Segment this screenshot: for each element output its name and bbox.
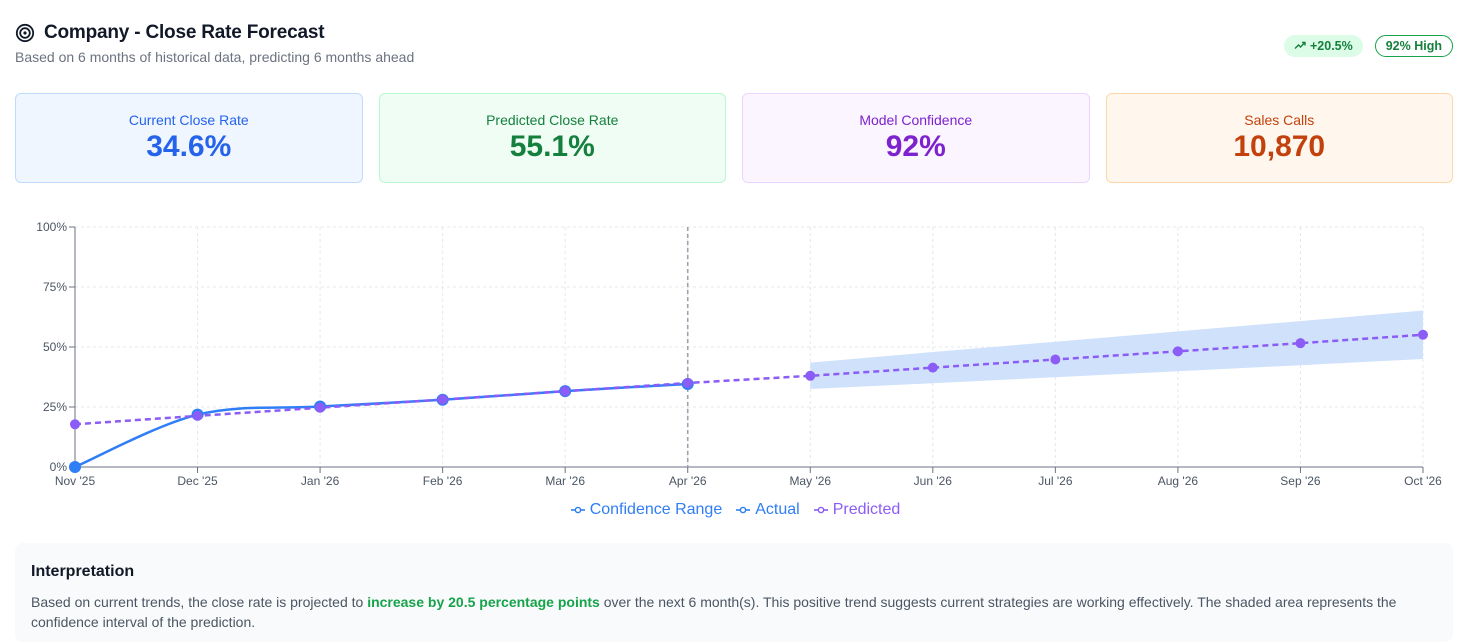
trend-badge-label: +20.5%	[1309, 39, 1353, 53]
confidence-badge: 92% High	[1374, 35, 1453, 57]
target-icon	[15, 23, 35, 43]
x-tick-label: Sep '26	[1280, 474, 1321, 488]
x-tick-label: Oct '26	[1404, 474, 1442, 488]
y-tick-label: 75%	[43, 280, 67, 294]
y-tick-label: 100%	[36, 220, 67, 234]
x-tick-label: Feb '26	[423, 474, 463, 488]
interpretation-highlight: increase by 20.5 percentage points	[367, 594, 600, 610]
actual-series-line	[74, 382, 688, 469]
card-value: 10,870	[1233, 130, 1326, 163]
predicted-point	[70, 419, 80, 430]
trending-up-icon	[1294, 39, 1306, 53]
x-tick-label: Apr '26	[669, 474, 707, 488]
interpretation-text: Based on current trends, the close rate …	[31, 592, 1437, 632]
interpretation-panel: Interpretation Based on current trends, …	[15, 543, 1453, 642]
legend-item-actual[interactable]: Actual	[736, 501, 800, 519]
predicted-point	[1172, 346, 1183, 357]
interpretation-title: Interpretation	[31, 563, 135, 580]
actual-point	[69, 461, 81, 473]
interpretation-text-start: Based on current trends, the close rate …	[31, 594, 368, 610]
predicted-point	[927, 362, 938, 373]
predicted-point	[682, 378, 693, 388]
legend-label: Actual	[755, 501, 800, 518]
x-tick-label: Dec '25	[177, 474, 218, 488]
x-tick-label: Jul '26	[1038, 474, 1073, 488]
legend-label: Confidence Range	[589, 501, 723, 518]
current-close-rate-card: Current Close Rate 34.6%	[15, 93, 363, 183]
x-tick-label: Aug '26	[1158, 474, 1199, 488]
x-tick-label: Nov '25	[55, 474, 96, 488]
card-label: Current Close Rate	[128, 112, 249, 128]
card-value: 34.6%	[146, 130, 232, 163]
sales-calls-card: Sales Calls 10,870	[1105, 93, 1453, 183]
x-tick-label: Mar '26	[545, 474, 585, 488]
predicted-point	[1050, 354, 1061, 365]
model-confidence-card: Model Confidence 92%	[742, 93, 1090, 183]
predicted-point	[1295, 338, 1306, 349]
x-tick-label: Jan '26	[301, 474, 340, 488]
predicted-point	[560, 386, 571, 397]
confidence-band	[810, 310, 1423, 389]
predicted-series-line	[74, 333, 1424, 426]
predicted-point	[192, 410, 203, 421]
predicted-close-rate-card: Predicted Close Rate 55.1%	[378, 93, 726, 183]
interpretation-text-end: over the next 6 month(s). This positive …	[31, 594, 1397, 630]
legend-line-icon	[570, 506, 585, 514]
metric-cards: Current Close Rate 34.6% Predicted Close…	[15, 93, 1453, 183]
forecast-chart: 0% 25% 50% 75% 100% Nov '25 Dec '25 Jan '26 Feb …	[0, 205, 1471, 535]
confidence-badge-label: 92% High	[1385, 39, 1442, 53]
y-tick-label: 0%	[50, 460, 68, 474]
card-label: Sales Calls	[1244, 112, 1315, 128]
badge-group: +20.5% 92% High	[1283, 35, 1453, 57]
legend-item-predicted[interactable]: Predicted	[813, 501, 901, 519]
page-subtitle: Based on 6 months of historical data, pr…	[15, 49, 415, 65]
forecast-header: Company - Close Rate Forecast Based on 6…	[15, 22, 1456, 72]
forecast-chart-svg: 0% 25% 50% 75% 100% Nov '25 Dec '25 Jan '26 Feb …	[36, 220, 1442, 488]
card-label: Model Confidence	[859, 112, 973, 128]
x-tick-label: May '26	[789, 474, 831, 488]
trend-badge: +20.5%	[1283, 35, 1363, 57]
card-label: Predicted Close Rate	[486, 112, 619, 128]
predicted-point	[1418, 329, 1428, 340]
y-tick-label: 25%	[43, 400, 67, 414]
page-title: Company - Close Rate Forecast	[44, 22, 325, 43]
legend-line-icon	[813, 506, 828, 514]
legend-line-icon	[736, 506, 751, 514]
legend-label: Predicted	[832, 501, 901, 518]
predicted-point	[805, 370, 816, 381]
y-tick-label: 50%	[43, 340, 67, 354]
predicted-point	[315, 402, 326, 413]
chart-legend: Confidence Range Actual Predicted	[0, 501, 1471, 519]
x-tick-label: Jun '26	[914, 474, 953, 488]
card-value: 92%	[885, 130, 946, 163]
card-value: 55.1%	[509, 130, 595, 163]
predicted-point	[437, 394, 448, 405]
legend-item-confidence-range[interactable]: Confidence Range	[570, 501, 723, 519]
